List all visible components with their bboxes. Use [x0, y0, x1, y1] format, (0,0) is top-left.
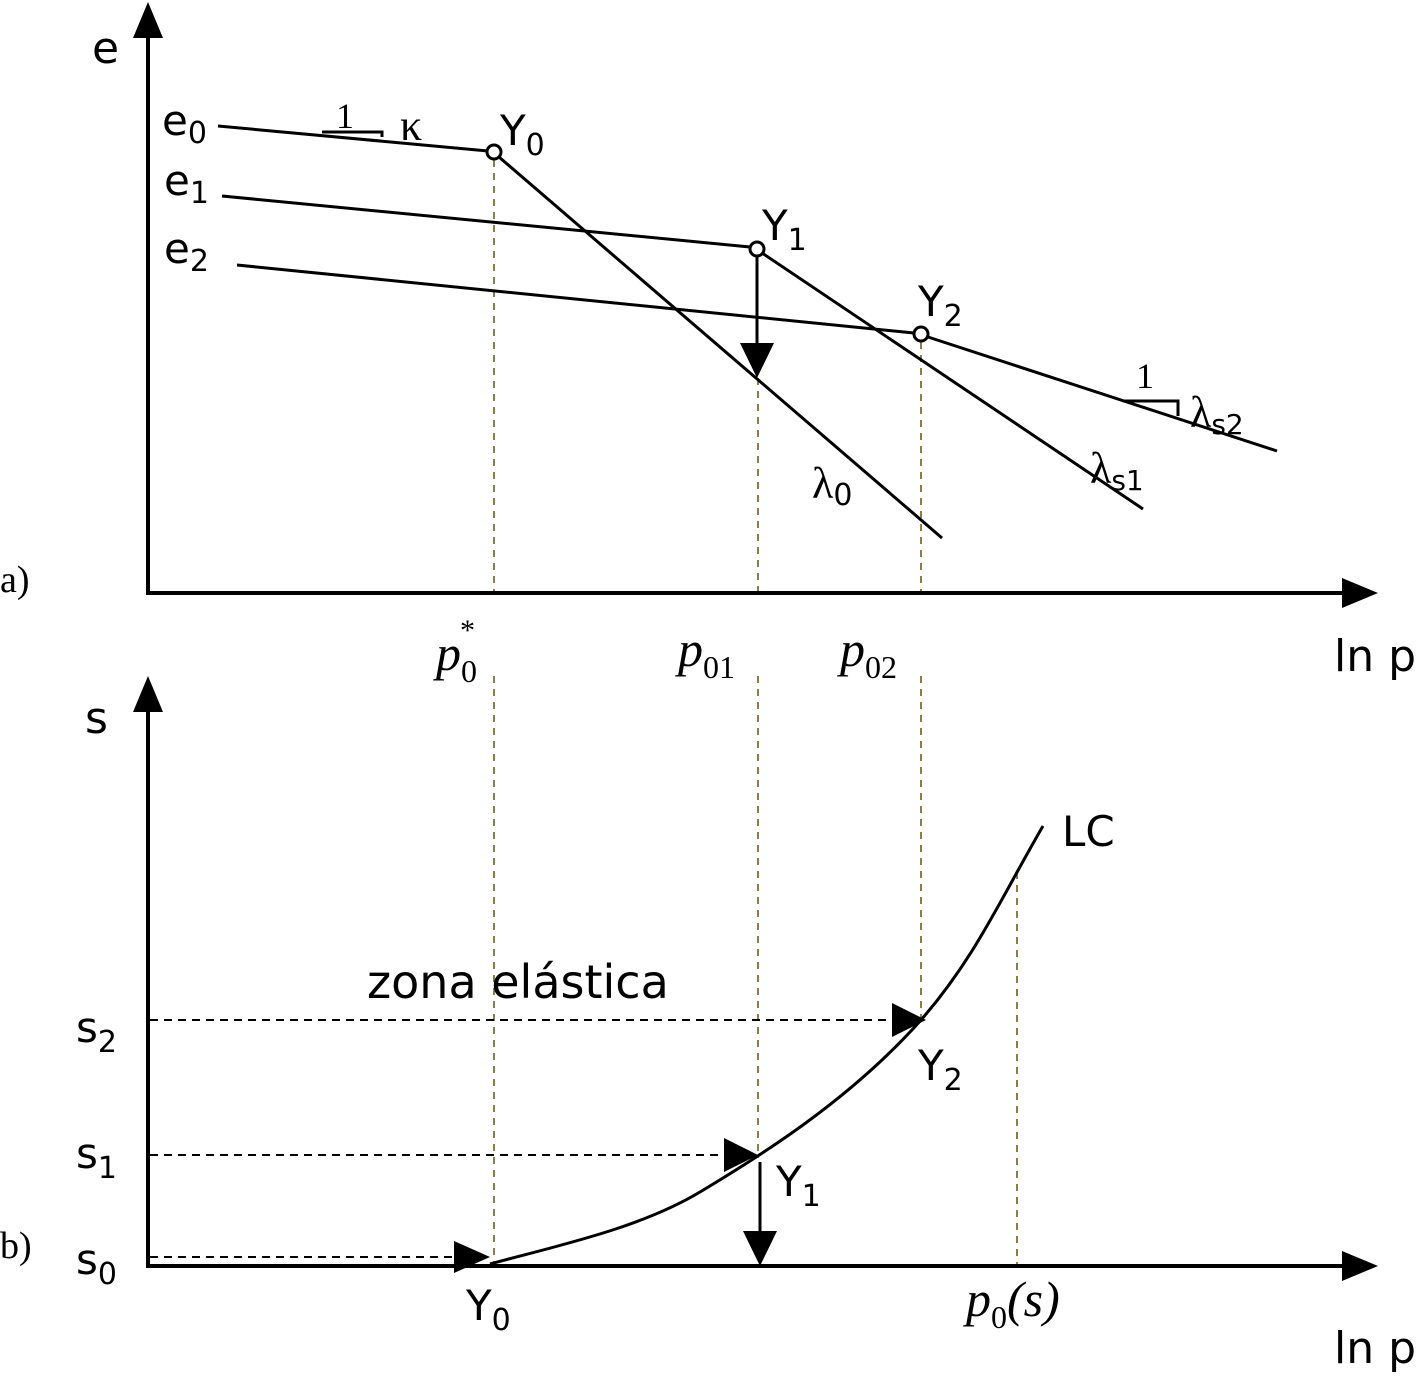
lnp-axis-a-arrowhead: [1342, 578, 1378, 608]
label-s0: s0: [76, 1235, 117, 1292]
s-axis-label: s: [85, 693, 108, 744]
label-p0-star: p0*: [433, 614, 477, 689]
label-y1-a: Y1: [761, 201, 807, 258]
panel-a: e e0 e1 e2 1 κ Y0 Y1 Y2 1 λs2 λs1 λ0: [0, 2, 1416, 689]
e-axis-arrowhead: [133, 2, 163, 38]
label-e0: e0: [162, 96, 207, 151]
arrowhead-s2: [892, 1003, 926, 1037]
label-s2: s2: [76, 1003, 117, 1060]
label-p0s: p0(s): [963, 1271, 1060, 1335]
label-e2: e2: [164, 224, 209, 279]
line-e1: [221, 194, 751, 249]
lambda-s1-label: λs1: [1090, 444, 1144, 497]
lnp-axis-a-label: ln p: [1334, 631, 1416, 682]
line-e0: [217, 124, 489, 153]
panel-a-label: a): [0, 559, 30, 601]
arrowhead-s0: [454, 1241, 490, 1273]
label-y2-a: Y2: [917, 277, 963, 334]
arrow-y1-down-a-head: [740, 343, 774, 378]
arrow-y1-down-b-head: [743, 1231, 777, 1266]
panel-b: s s2 s1 s0 LC zona elástica Y2 Y1 Y0 b) …: [0, 676, 1416, 1374]
zona-elastica-label: zona elástica: [367, 955, 669, 1009]
lc-curve: [489, 825, 1045, 1266]
point-y2-a: [912, 325, 930, 343]
panel-b-label: b): [0, 1225, 32, 1267]
lambda-s2-label: λs2: [1190, 388, 1244, 441]
lambda0-label: λ0: [812, 459, 852, 513]
kappa-label: κ: [400, 101, 422, 150]
e-axis-label: e: [92, 23, 119, 74]
line-e2: [236, 263, 915, 335]
panel-a-guides: [493, 160, 922, 592]
line-lambda-s1: [761, 251, 1144, 511]
label-e1: e1: [164, 156, 209, 211]
lc-curve-label: LC: [1062, 807, 1115, 856]
s-axis-arrowhead: [133, 676, 163, 712]
label-y0-b: Y0: [465, 1281, 511, 1338]
label-y1-b: Y1: [775, 1157, 821, 1214]
label-y0-a: Y0: [499, 106, 545, 163]
label-p02: p02: [837, 621, 897, 685]
kappa-run-label: 1: [336, 96, 354, 136]
lnp-axis-b-arrowhead: [1342, 1251, 1378, 1281]
panel-b-guides: [493, 676, 1018, 1265]
point-y1-a: [748, 240, 766, 258]
line-lambda0: [498, 155, 943, 540]
label-s1: s1: [76, 1129, 117, 1186]
kappa-slope-triangle: [322, 130, 384, 137]
arrowhead-s1: [724, 1138, 758, 1172]
lambda-s2-slope-triangle: [1123, 399, 1180, 416]
lambda-s2-run-label: 1: [1136, 356, 1154, 396]
line-lambda-s2: [927, 335, 1278, 453]
label-p01: p01: [675, 621, 735, 685]
lnp-axis-b-label: ln p: [1334, 1323, 1416, 1374]
point-y0-a: [485, 143, 503, 161]
label-y2-b: Y2: [917, 1041, 963, 1098]
